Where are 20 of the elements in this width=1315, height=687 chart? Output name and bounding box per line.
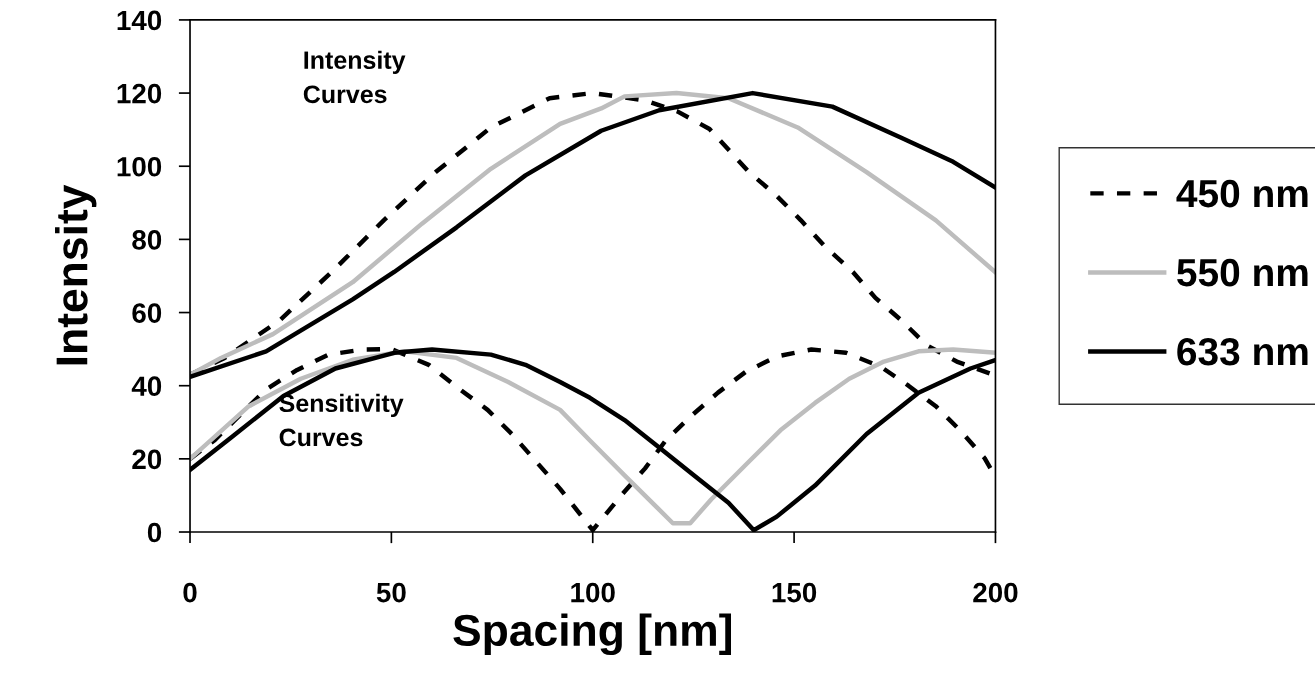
y-tick-label: 80 (132, 230, 162, 250)
legend-label: 450 nm (1176, 179, 1308, 208)
x-axis-title: Spacing [nm] (453, 613, 731, 656)
x-tick-label: 50 (376, 582, 406, 603)
annotation: Sensitivity Curves (279, 393, 404, 447)
y-tick-label: 100 (117, 156, 162, 177)
y-tick-label: 140 (117, 10, 162, 31)
x-tick-label: 200 (973, 582, 1018, 603)
y-tick-label: 120 (117, 83, 162, 104)
annotation: Intensity Curves (303, 50, 406, 104)
y-tick-label: 0 (147, 522, 162, 543)
x-tick-label: 0 (183, 582, 197, 603)
y-tick-label: 20 (132, 449, 162, 470)
legend-label: 550 nm (1177, 258, 1308, 287)
y-tick-label: 40 (131, 376, 162, 397)
x-tick-label: 100 (571, 582, 615, 603)
legend-label: 633 nm (1177, 337, 1308, 366)
x-tick-label: 150 (772, 582, 817, 603)
y-axis-title: Intensity (55, 184, 97, 365)
y-tick-label: 60 (132, 303, 162, 323)
